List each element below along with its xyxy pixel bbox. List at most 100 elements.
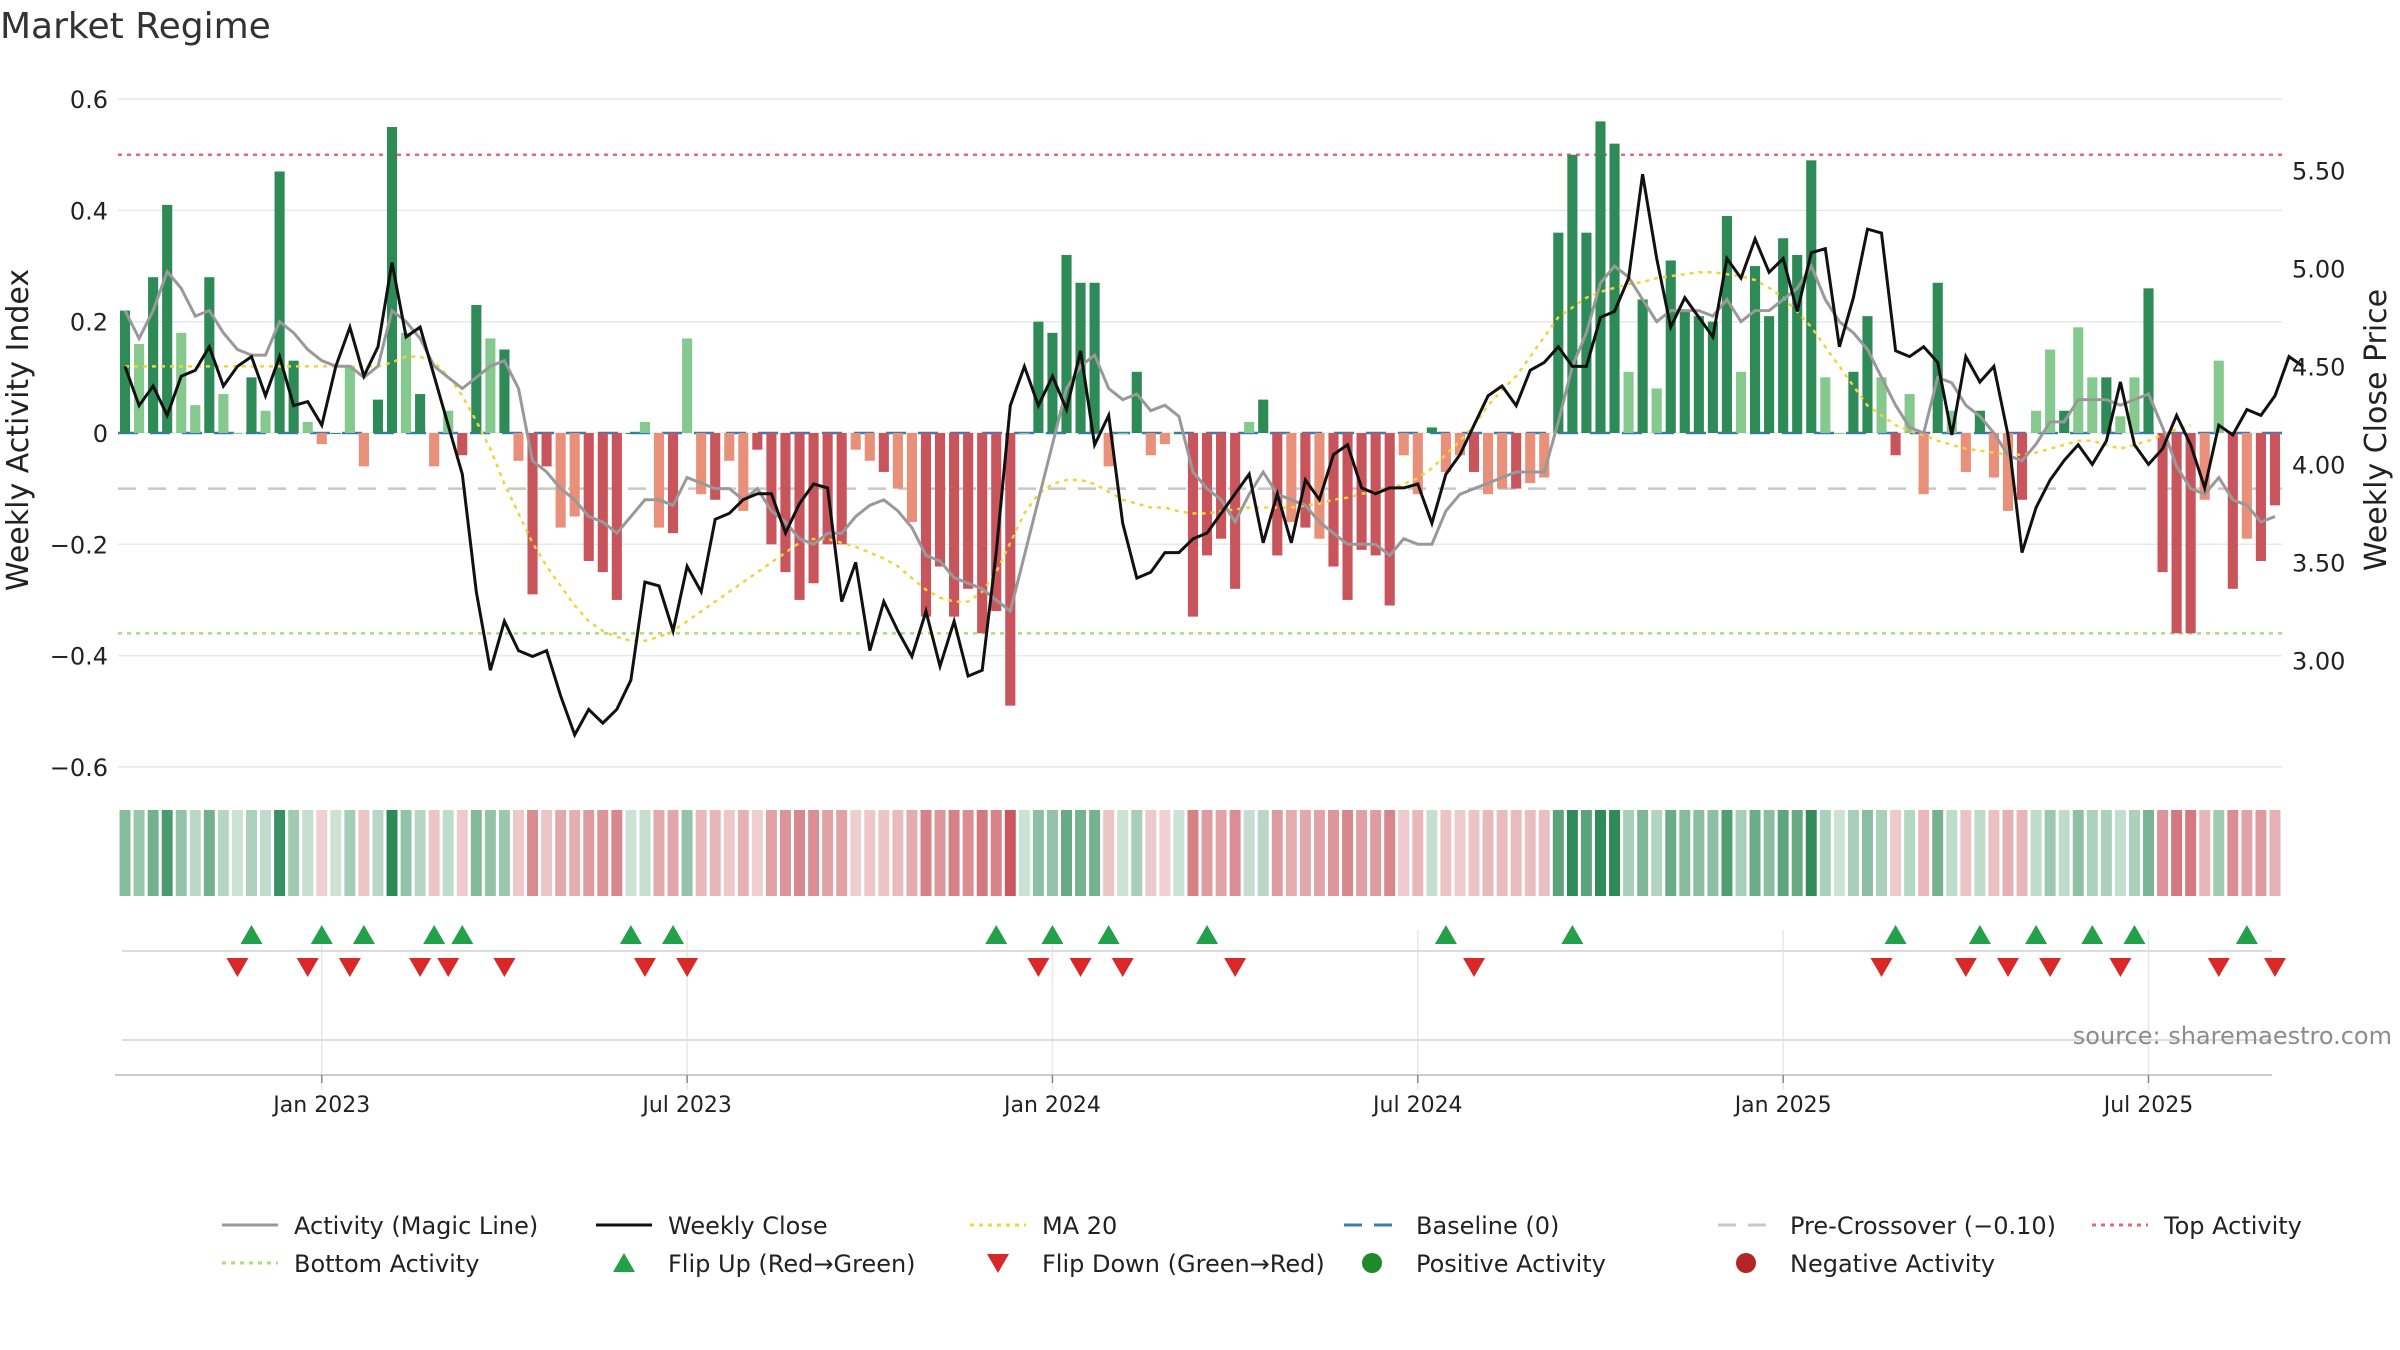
activity-bar <box>1932 282 1943 433</box>
regime-band-cell <box>990 810 1002 896</box>
activity-bar <box>190 405 201 433</box>
x-tick-label: Jan 2023 <box>271 1093 370 1118</box>
regime-band-cell <box>1426 810 1438 896</box>
activity-bar <box>162 204 173 433</box>
activity-bar <box>2227 433 2238 589</box>
activity-bar <box>1117 433 1128 434</box>
regime-band-cell <box>1061 810 1072 896</box>
activity-bar <box>2199 433 2210 500</box>
regime-band-cell <box>1637 810 1649 896</box>
flip-down-marker <box>676 958 699 977</box>
regime-band-cell <box>1890 810 1902 896</box>
regime-band-cell <box>1257 810 1269 896</box>
x-tick-label: Jul 2023 <box>640 1093 732 1118</box>
regime-band-cell <box>246 810 257 896</box>
flip-up-marker <box>1097 925 1120 944</box>
legend-dot-icon <box>1362 1253 1382 1273</box>
regime-band-cell <box>1791 810 1803 896</box>
x-axis-ticks: Jan 2023 Jul 2023 Jan 2024 Jul 2024 Jan 2025… <box>271 1075 2193 1118</box>
flip-down-marker <box>2207 958 2230 977</box>
regime-band-cell <box>1651 810 1663 896</box>
activity-bar <box>1497 433 1508 489</box>
legend-label: Pre-Crossover (−0.10) <box>1790 1212 2056 1240</box>
flip-down-marker <box>1069 958 1092 977</box>
regime-band-cell <box>1201 810 1213 896</box>
activity-bar <box>780 433 791 573</box>
regime-band-cell <box>892 810 904 896</box>
regime-band-cell <box>513 810 524 896</box>
activity-bar <box>1019 433 1030 434</box>
regime-band-cell <box>2030 810 2042 896</box>
regime-band-cell <box>2157 810 2169 896</box>
activity-bar <box>148 277 159 433</box>
activity-bar <box>1356 433 1367 550</box>
lower-axes <box>115 1039 2272 1076</box>
regime-band-cell <box>1496 810 1508 896</box>
regime-band-cell <box>358 810 370 896</box>
x-tick-label: Jul 2025 <box>2102 1093 2194 1118</box>
regime-band-cell <box>1609 810 1621 896</box>
legend-item: Weekly Close <box>596 1212 828 1240</box>
magic-line <box>123 262 2276 614</box>
activity-bar <box>850 433 861 450</box>
regime-band-cell <box>1342 810 1354 896</box>
flip-up-marker <box>352 925 375 944</box>
activity-bar <box>1258 399 1269 433</box>
activity-bar <box>316 433 327 445</box>
activity-bar <box>1567 154 1578 433</box>
left-axis-ticks: 0.6 0.4 0.2 0 −0.2 −0.4 −0.6 <box>50 86 108 782</box>
regime-band-cell <box>400 810 412 896</box>
regime-band-cell <box>2044 810 2056 896</box>
activity-bar <box>1159 433 1170 445</box>
activity-bar <box>1960 433 1971 472</box>
flip-up-marker <box>1434 925 1457 944</box>
activity-bar <box>2045 349 2056 433</box>
legend-label: Positive Activity <box>1416 1250 1606 1278</box>
regime-band-cell <box>527 810 539 896</box>
regime-band-cell <box>1566 810 1578 896</box>
activity-bar <box>2087 377 2098 433</box>
activity-bar <box>1707 321 1718 433</box>
regime-band-cell <box>442 810 454 896</box>
regime-band-cell <box>1988 810 2000 896</box>
flip-up-marker <box>1196 925 1219 944</box>
legend-label: Flip Down (Green→Red) <box>1042 1250 1325 1278</box>
series-lines <box>123 173 2304 739</box>
activity-bar <box>667 433 679 534</box>
activity-bar <box>1876 377 1887 433</box>
activity-bar <box>1412 433 1423 495</box>
regime-band-cell <box>1412 810 1424 896</box>
flip-down-marker <box>2263 958 2286 977</box>
regime-band-cell <box>1932 810 1944 896</box>
regime-band-cell <box>1004 810 1016 896</box>
regime-band-cell <box>906 810 918 896</box>
activity-bar <box>1483 433 1494 495</box>
flip-up-marker <box>240 925 263 944</box>
regime-band-cell <box>147 810 159 896</box>
activity-bar <box>1103 433 1114 467</box>
flip-up-marker <box>662 925 685 944</box>
activity-bar <box>1511 433 1522 489</box>
activity-bar <box>1539 433 1550 478</box>
activity-bar <box>738 433 749 511</box>
regime-band-cell <box>456 810 468 896</box>
regime-band-cell <box>639 810 651 896</box>
regime-band-cell <box>372 810 384 896</box>
x-tick-label: Jan 2025 <box>1733 1093 1832 1118</box>
regime-band-cell <box>948 810 960 896</box>
activity-bar <box>218 394 229 433</box>
activity-bar <box>415 394 426 433</box>
activity-bar <box>246 377 257 433</box>
flip-down-icon <box>987 1254 1009 1273</box>
regime-band-cell <box>498 810 510 896</box>
regime-band-cell <box>203 810 215 896</box>
legend-label: Baseline (0) <box>1416 1212 1559 1240</box>
regime-band-cell <box>1552 810 1564 896</box>
activity-bar <box>1314 433 1325 539</box>
regime-band-cell <box>794 810 805 896</box>
activity-bar <box>2157 433 2168 573</box>
regime-band-cell <box>1749 810 1761 896</box>
left-axis-label: Weekly Activity Index <box>1 269 36 591</box>
flip-up-icon <box>613 1253 635 1272</box>
legend-label: Top Activity <box>2163 1212 2302 1240</box>
